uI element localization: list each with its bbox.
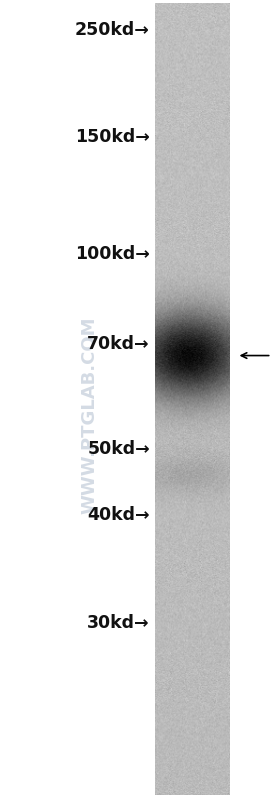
Text: 70kd→: 70kd→ <box>87 335 150 352</box>
Text: 50kd→: 50kd→ <box>87 440 150 458</box>
Text: 250kd→: 250kd→ <box>75 22 150 39</box>
Text: WWW.PTGLAB.COM: WWW.PTGLAB.COM <box>81 316 99 515</box>
Text: 30kd→: 30kd→ <box>87 614 150 632</box>
Text: 100kd→: 100kd→ <box>75 245 150 263</box>
Text: 150kd→: 150kd→ <box>75 129 150 146</box>
Text: 40kd→: 40kd→ <box>87 507 150 524</box>
